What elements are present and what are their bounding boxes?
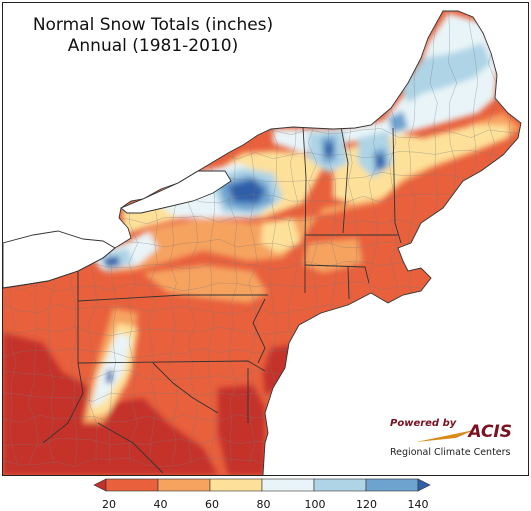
map-title: Normal Snow Totals (inches) [32,15,274,35]
legend-tick-label: 100 [304,498,326,511]
zone-under-20-ohio [33,383,63,433]
legend-arrow-low [93,478,107,492]
zone-over-140-vt [325,143,333,156]
legend-swatch-20-40 [105,478,159,492]
zone-80-100-north [273,13,498,153]
legend-tick-label: 20 [102,498,116,511]
legend-tick-label: 40 [153,498,168,511]
state-borders [42,126,402,474]
zone-60-80-catskill [261,218,301,253]
acis-name: ACIS [468,422,512,442]
acis-subtitle: Regional Climate Centers [390,447,511,458]
coastline [3,10,522,475]
acis-logo: Powered by ACIS Regional Climate Centers [386,416,518,462]
zone-under-20-delmarva [218,385,265,475]
zone-40-60-pa [143,265,268,303]
map-frame: Normal Snow Totals (inches) Annual (1981… [2,2,529,476]
legend-swatch-40-60 [157,478,211,492]
snowfall-map [3,10,522,475]
border-ny-vt [302,126,307,244]
border-oh-wv [42,362,84,444]
legend-swatch-120-140 [365,478,419,492]
border-nh-me [392,127,402,244]
border-pa-md [77,360,266,372]
legend-tick-label: 60 [205,498,219,511]
legend-tick-label: 140 [407,498,429,511]
zone-120-140-maine [388,111,408,133]
legend-swatch-100-120 [313,478,367,492]
zone-under-20-west [3,348,25,433]
border-ma-south [304,264,370,284]
zone-over-140-nh [376,155,384,168]
color-legend: 20 40 60 80 100 120 140 [0,476,531,511]
legend-tick-label: 120 [356,498,377,511]
map-subtitle: Annual (1981-2010) [67,36,239,56]
powered-by-label: Powered by [390,418,457,429]
zone-100-120-maine [401,43,491,103]
border-md-wv [152,362,219,414]
legend-swatch-80-100 [261,478,315,492]
acis-swoosh-icon [416,430,474,443]
lake-ontario [120,170,232,214]
zone-over-140-tug-hill [228,179,265,203]
zone-over-140-ridge [106,370,113,383]
border-vt-nh [340,126,349,234]
zone-over-140-erie [103,256,120,267]
border-wv-va [97,422,164,474]
border-ct-ri [347,266,350,300]
border-pa-nj [252,298,266,364]
legend-bar [93,478,431,492]
legend-arrow-high [417,478,431,492]
legend-tick-label: 80 [256,498,271,511]
legend-swatch-60-80 [209,478,263,492]
county-line [508,11,518,464]
